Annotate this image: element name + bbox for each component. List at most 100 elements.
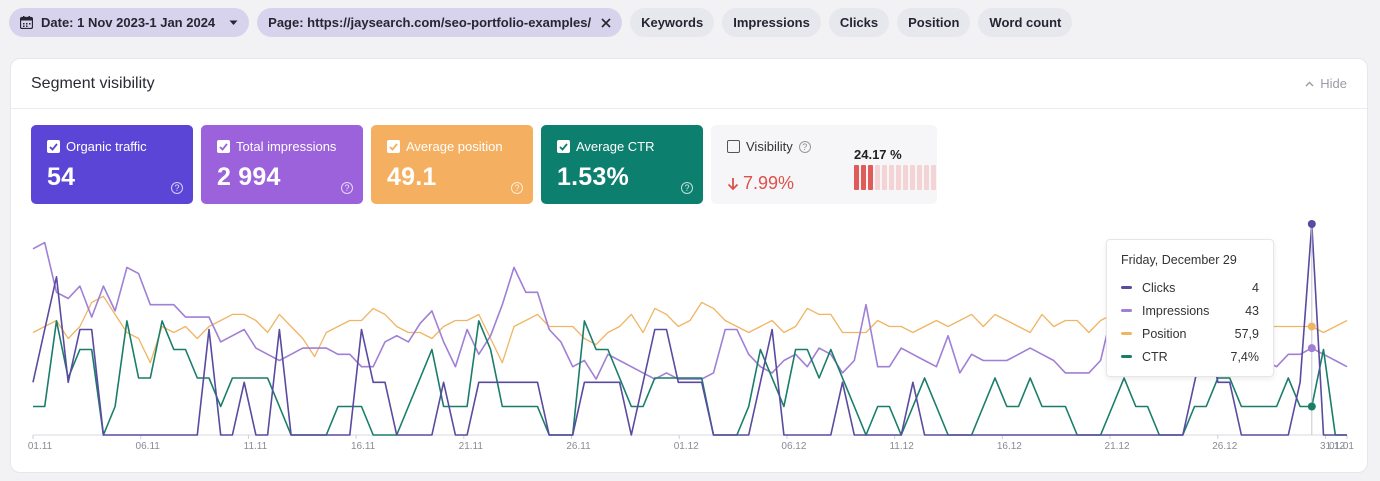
- x-tick-label: 31.12: [1320, 441, 1345, 452]
- legend-swatch: [1121, 355, 1132, 358]
- visibility-meter-bar: [868, 165, 873, 190]
- checkbox-unchecked-icon[interactable]: [727, 140, 740, 153]
- x-tick-label: 11.11: [244, 441, 268, 452]
- metric-value: 49.1: [387, 163, 437, 191]
- keywords-filter-chip[interactable]: Keywords: [630, 8, 715, 37]
- tooltip-row-ctr: CTR 7,4%: [1121, 345, 1259, 368]
- visibility-label: Visibility: [746, 139, 793, 154]
- total-impressions-tile[interactable]: Total impressions 2 994 ?: [201, 125, 363, 204]
- help-icon[interactable]: ?: [341, 182, 353, 194]
- chip-label: Word count: [989, 15, 1062, 30]
- tooltip-series-name: Position: [1142, 326, 1187, 341]
- visibility-meter-bar: [896, 165, 901, 190]
- metric-label: Average position: [406, 139, 503, 154]
- date-filter-label: Date: 1 Nov 2023-1 Jan 2024: [41, 15, 216, 30]
- metric-value: 1.53%: [557, 163, 629, 191]
- x-tick-label: 21.12: [1105, 441, 1130, 452]
- x-tick-label: 01.01: [1329, 441, 1354, 452]
- visibility-tile[interactable]: Visibility? 7.99% 24.17 %: [711, 125, 937, 204]
- line-chart: 01.11 06.11 11.11 16.11 21.11 26.11 01.12 06.12…: [28, 220, 1354, 452]
- x-tick-label: 16.12: [997, 441, 1022, 452]
- metric-label: Organic traffic: [66, 139, 147, 154]
- page-filter-label: Page: https://jaysearch.com/seo-portfoli…: [268, 15, 592, 30]
- hover-point-clicks: [1307, 220, 1316, 228]
- metric-label: Average CTR: [576, 139, 655, 154]
- series-line-ctr: [33, 320, 1347, 436]
- hover-point-impressions: [1307, 344, 1316, 353]
- legend-swatch: [1121, 332, 1132, 335]
- calendar-icon: [20, 16, 33, 29]
- tooltip-series-value: 43: [1245, 303, 1259, 318]
- average-ctr-tile[interactable]: Average CTR 1.53% ?: [541, 125, 703, 204]
- visibility-meter: [854, 165, 936, 190]
- hide-label: Hide: [1320, 76, 1347, 91]
- segment-visibility-panel: Segment visibility Hide Organic traffic …: [10, 58, 1368, 473]
- average-position-tile[interactable]: Average position 49.1 ?: [371, 125, 533, 204]
- impressions-filter-chip[interactable]: Impressions: [722, 8, 821, 37]
- help-icon[interactable]: ?: [681, 182, 693, 194]
- chevron-up-icon: [1305, 81, 1314, 86]
- tooltip-series-value: 57,9: [1234, 326, 1259, 341]
- metric-value: 54: [47, 163, 76, 191]
- caret-down-icon: [229, 20, 238, 25]
- hover-point-ctr: [1307, 402, 1316, 411]
- panel-title: Segment visibility: [31, 74, 155, 92]
- tooltip-series-name: CTR: [1142, 349, 1168, 364]
- checkbox-checked-icon[interactable]: [217, 140, 230, 153]
- visibility-change: 7.99%: [743, 173, 795, 193]
- close-icon[interactable]: [601, 17, 611, 28]
- x-tick-label: 11.12: [889, 441, 914, 452]
- x-tick-label: 06.11: [136, 441, 161, 452]
- metric-tiles: Organic traffic 54 ? Total impressions 2…: [31, 125, 937, 204]
- visibility-meter-bar: [931, 165, 936, 190]
- word-count-filter-chip[interactable]: Word count: [978, 8, 1073, 37]
- x-tick-label: 01.11: [28, 441, 53, 452]
- tooltip-row-clicks: Clicks 4: [1121, 276, 1259, 299]
- visibility-meter-bar: [882, 165, 887, 190]
- metric-value: 2 994: [217, 163, 281, 191]
- tooltip-series-value: 4: [1252, 280, 1259, 295]
- x-tick-label: 06.12: [781, 441, 806, 452]
- visibility-meter-bar: [875, 165, 880, 190]
- legend-swatch: [1121, 309, 1132, 312]
- series-line-clicks: [32, 223, 1347, 436]
- x-tick-label: 26.12: [1212, 441, 1237, 452]
- chart-tooltip: Friday, December 29 Clicks 4 Impressions 4…: [1106, 239, 1274, 377]
- checkbox-checked-icon[interactable]: [557, 140, 570, 153]
- date-filter-chip[interactable]: Date: 1 Nov 2023-1 Jan 2024: [9, 8, 250, 37]
- tooltip-series-name: Impressions: [1142, 303, 1210, 318]
- tooltip-title: Friday, December 29: [1121, 253, 1237, 267]
- hover-point-position: [1307, 322, 1316, 331]
- arrow-down-icon: [727, 177, 739, 190]
- checkbox-checked-icon[interactable]: [47, 140, 60, 153]
- x-tick-label: 26.11: [566, 441, 591, 452]
- x-tick-label: 16.11: [351, 441, 376, 452]
- x-tick-label: 01.12: [674, 441, 699, 452]
- filter-bar: Date: 1 Nov 2023-1 Jan 2024 Page: https:…: [9, 8, 1073, 37]
- tooltip-row-position: Position 57,9: [1121, 322, 1259, 345]
- tooltip-row-impressions: Impressions 43: [1121, 299, 1259, 322]
- organic-traffic-tile[interactable]: Organic traffic 54 ?: [31, 125, 193, 204]
- visibility-meter-bar: [903, 165, 908, 190]
- position-filter-chip[interactable]: Position: [897, 8, 971, 37]
- hide-button[interactable]: Hide: [1305, 76, 1347, 91]
- help-icon[interactable]: ?: [171, 182, 183, 194]
- panel-header: Segment visibility Hide: [11, 59, 1367, 109]
- visibility-meter-bar: [910, 165, 915, 190]
- tooltip-series-value: 7,4%: [1230, 349, 1260, 364]
- metric-label: Total impressions: [236, 139, 337, 154]
- clicks-filter-chip[interactable]: Clicks: [828, 8, 890, 37]
- visibility-percent: 24.17 %: [854, 147, 902, 162]
- chip-label: Position: [908, 15, 960, 30]
- checkbox-checked-icon[interactable]: [387, 140, 400, 153]
- x-tick-label: 21.11: [459, 441, 484, 452]
- help-icon[interactable]: ?: [798, 140, 811, 153]
- chip-label: Keywords: [641, 15, 704, 30]
- tooltip-series-name: Clicks: [1142, 280, 1176, 295]
- help-icon[interactable]: ?: [511, 182, 523, 194]
- chip-label: Impressions: [733, 15, 810, 30]
- visibility-meter-bar: [854, 165, 859, 190]
- visibility-meter-bar: [924, 165, 929, 190]
- page-filter-chip[interactable]: Page: https://jaysearch.com/seo-portfoli…: [257, 8, 623, 37]
- visibility-meter-bar: [889, 165, 894, 190]
